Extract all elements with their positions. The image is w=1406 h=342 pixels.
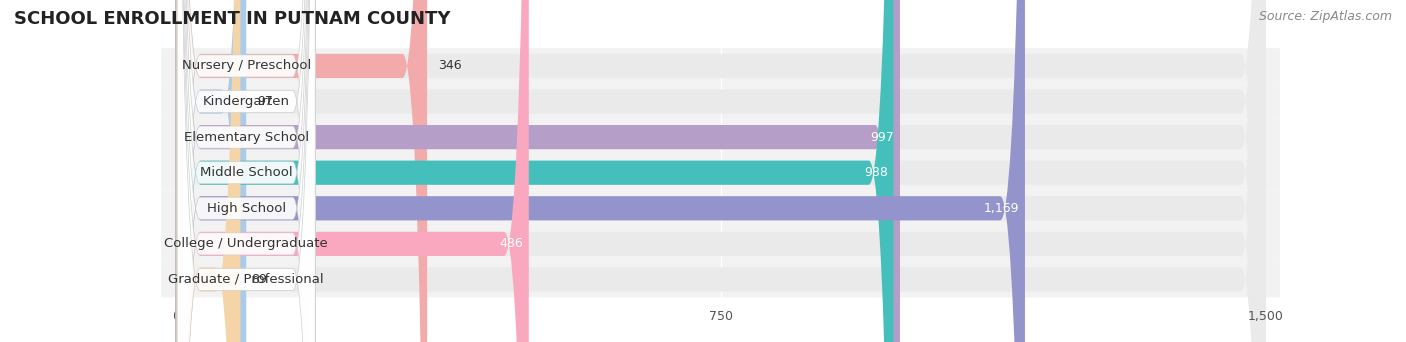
Text: SCHOOL ENROLLMENT IN PUTNAM COUNTY: SCHOOL ENROLLMENT IN PUTNAM COUNTY [14,10,450,28]
FancyBboxPatch shape [162,226,1279,262]
FancyBboxPatch shape [177,0,315,342]
FancyBboxPatch shape [176,0,1265,342]
FancyBboxPatch shape [177,0,315,342]
FancyBboxPatch shape [176,0,1265,342]
Text: Elementary School: Elementary School [184,131,309,144]
FancyBboxPatch shape [162,84,1279,119]
FancyBboxPatch shape [176,0,1265,342]
Text: High School: High School [207,202,285,215]
FancyBboxPatch shape [162,119,1279,155]
FancyBboxPatch shape [176,0,1265,342]
Text: 97: 97 [257,95,273,108]
FancyBboxPatch shape [177,0,315,342]
FancyBboxPatch shape [176,0,1025,342]
Text: Kindergarten: Kindergarten [202,95,290,108]
FancyBboxPatch shape [162,48,1279,84]
FancyBboxPatch shape [162,190,1279,226]
FancyBboxPatch shape [176,0,1265,342]
Text: 988: 988 [863,166,887,179]
Text: 486: 486 [499,237,523,250]
Text: 346: 346 [439,60,461,73]
Text: Graduate / Professional: Graduate / Professional [169,273,323,286]
Text: Nursery / Preschool: Nursery / Preschool [181,60,311,73]
Text: 1,169: 1,169 [984,202,1019,215]
Text: College / Undergraduate: College / Undergraduate [165,237,328,250]
FancyBboxPatch shape [176,0,893,342]
FancyBboxPatch shape [176,0,529,342]
Text: Source: ZipAtlas.com: Source: ZipAtlas.com [1258,10,1392,23]
FancyBboxPatch shape [176,0,900,342]
FancyBboxPatch shape [177,0,315,342]
FancyBboxPatch shape [177,0,315,342]
Text: 997: 997 [870,131,894,144]
FancyBboxPatch shape [162,262,1279,297]
FancyBboxPatch shape [162,155,1279,190]
Text: 89: 89 [252,273,267,286]
FancyBboxPatch shape [176,0,246,342]
FancyBboxPatch shape [176,0,1265,342]
FancyBboxPatch shape [176,0,240,342]
FancyBboxPatch shape [177,0,315,342]
FancyBboxPatch shape [176,0,1265,342]
Text: Middle School: Middle School [200,166,292,179]
FancyBboxPatch shape [177,0,315,342]
FancyBboxPatch shape [176,0,427,342]
